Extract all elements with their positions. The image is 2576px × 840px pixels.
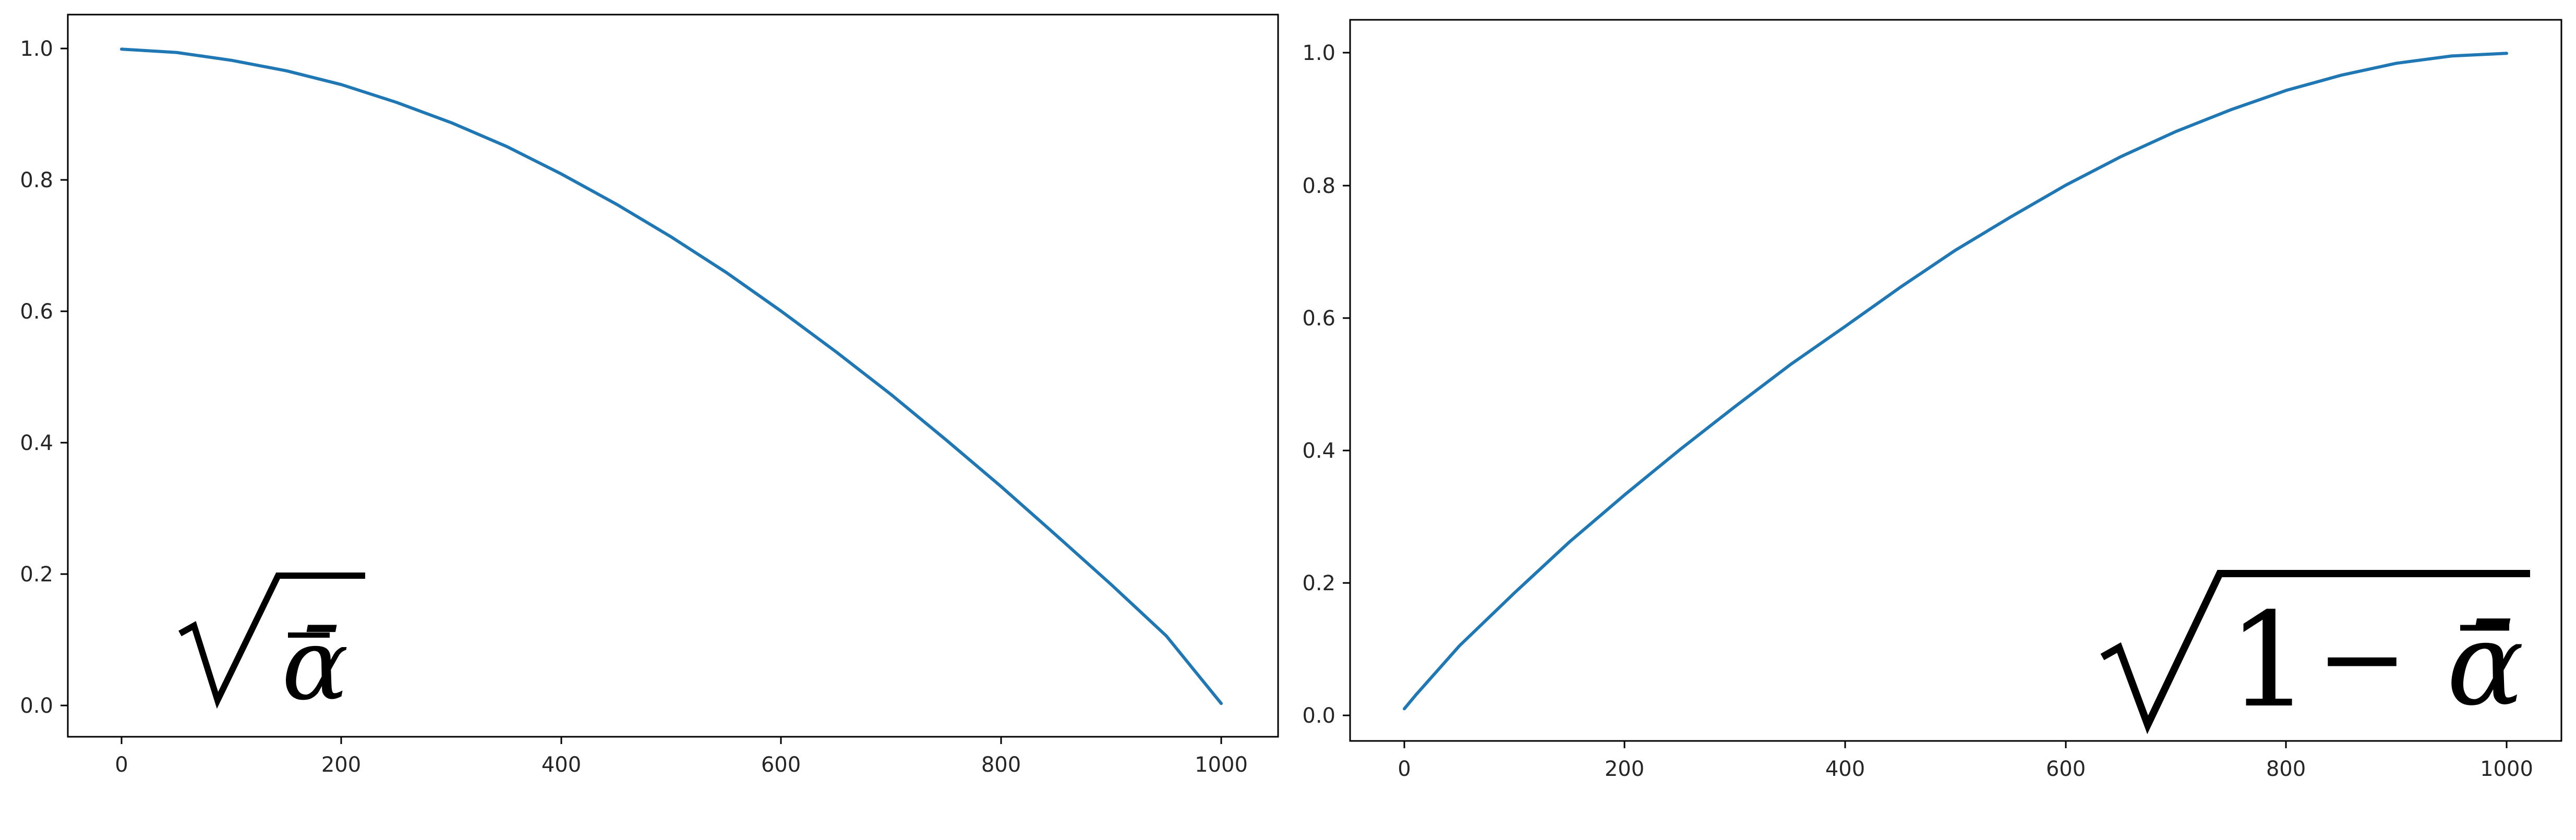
y-tick-label: 0.6 (1302, 307, 1335, 331)
plot-frame (67, 14, 1279, 738)
y-tick-label: 0.8 (1302, 174, 1335, 198)
series-line-sqrt-alpha-bar (120, 47, 1223, 705)
x-tick-label: 0 (115, 753, 128, 777)
formula-annotation-left: ᾱ (178, 573, 365, 722)
y-tick-label: 0.6 (20, 300, 53, 324)
x-tick-label: 0 (1398, 757, 1411, 781)
plot-frame (1349, 19, 2562, 742)
y-tick-label: 0.8 (20, 168, 53, 192)
x-tick-label: 800 (981, 753, 1021, 777)
x-tick-label: 1000 (2480, 757, 2533, 781)
radicand-text: ᾱ (2447, 598, 2524, 731)
radical-sign-icon (2100, 570, 2530, 734)
formula-operator-text: − (2316, 594, 2408, 722)
x-tick-label: 400 (1825, 757, 1865, 781)
y-tick-label: 1.0 (20, 37, 53, 61)
x-tick-label: 600 (2046, 757, 2086, 781)
chart-right: 0 200 400 600 800 1000 0.0 0.2 0.4 0.6 0… (1302, 19, 2562, 781)
y-tick-label: 0.2 (1302, 571, 1335, 595)
y-tick-label: 0.0 (1302, 704, 1335, 728)
chart-left: 0 200 400 600 800 1000 0.0 0.2 0.4 0.6 0… (20, 14, 1279, 777)
y-tick-label: 0.4 (1302, 439, 1335, 463)
series-line-sqrt-one-minus-alpha-bar (1403, 52, 2508, 711)
x-tick-label: 1000 (1195, 753, 1248, 777)
x-tick-label: 200 (1605, 757, 1644, 781)
formula-lead-text: 1 (2228, 585, 2310, 736)
y-tick-label: 0.2 (20, 563, 53, 587)
formula-annotation-right: 1 − ᾱ (2100, 570, 2530, 736)
tick-group: 0 200 400 600 800 1000 0.0 0.2 0.4 0.6 0… (1302, 41, 2533, 781)
radicand-text: ᾱ (282, 607, 348, 722)
radical-sign-icon (178, 573, 365, 709)
x-tick-label: 800 (2266, 757, 2306, 781)
y-tick-label: 1.0 (1302, 41, 1335, 65)
y-tick-label: 0.4 (20, 431, 53, 455)
y-tick-label: 0.0 (20, 694, 53, 718)
x-tick-label: 400 (541, 753, 581, 777)
x-tick-label: 200 (321, 753, 361, 777)
tick-group: 0 200 400 600 800 1000 0.0 0.2 0.4 0.6 0… (20, 37, 1248, 777)
x-tick-label: 600 (761, 753, 801, 777)
